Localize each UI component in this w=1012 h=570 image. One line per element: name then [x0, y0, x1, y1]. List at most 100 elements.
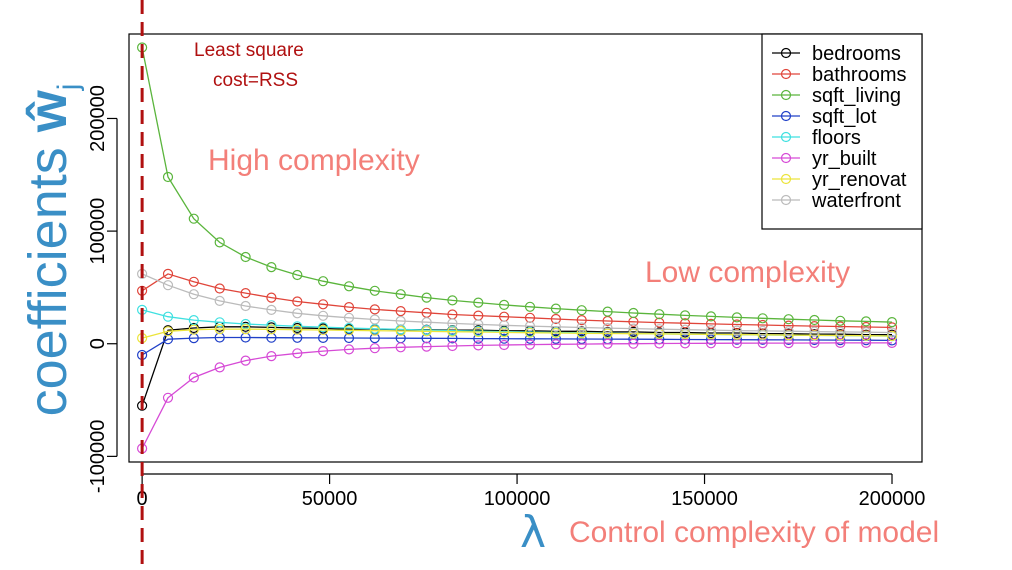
series-yr_built [137, 337, 898, 454]
data-point [292, 324, 303, 335]
data-point [447, 318, 458, 329]
data-point [860, 327, 872, 338]
data-point [499, 320, 510, 331]
data-point [292, 321, 303, 332]
data-point [628, 307, 639, 319]
data-point [602, 338, 613, 349]
data-point [214, 283, 225, 294]
data-point [214, 295, 225, 306]
data-point [447, 295, 458, 306]
data-point [886, 337, 898, 348]
data-point [447, 333, 458, 344]
data-point [421, 341, 432, 352]
data-point [318, 332, 329, 343]
data-point [705, 325, 717, 336]
data-point [524, 301, 536, 312]
data-point [421, 292, 432, 303]
legend-label: yr_built [812, 148, 877, 170]
data-point [679, 310, 691, 321]
data-point [809, 330, 820, 341]
data-point [654, 317, 665, 328]
data-point [576, 328, 587, 339]
annotation-high-complexity: High complexity [208, 144, 420, 177]
data-point [318, 324, 329, 336]
data-point [602, 306, 613, 317]
data-point [809, 314, 820, 326]
y-tick-label: 0 [87, 338, 109, 349]
legend-marker [780, 68, 792, 80]
data-point [240, 300, 251, 312]
data-point [576, 322, 587, 333]
x-axis-title: Control complexity of model [569, 516, 939, 549]
data-point [162, 268, 174, 279]
data-point [447, 326, 458, 337]
data-point [860, 330, 872, 341]
y-axis-w-hat: ŵ [18, 89, 78, 133]
data-point [783, 314, 794, 325]
legend-label: sqft_lot [812, 106, 877, 128]
data-point [395, 315, 406, 327]
x-tick-label: 100000 [484, 488, 551, 510]
data-point [731, 319, 743, 330]
data-point [679, 324, 691, 335]
data-point [188, 372, 199, 383]
series-waterfront [137, 268, 898, 338]
data-point [524, 321, 536, 332]
legend-label: waterfront [811, 190, 901, 212]
data-point [343, 325, 355, 336]
y-tick-label: 200000 [87, 85, 109, 152]
data-point [757, 313, 768, 324]
series-sqft_lot [137, 332, 898, 361]
data-point [292, 332, 303, 343]
data-point [550, 313, 562, 325]
data-point [292, 269, 303, 281]
data-point [188, 333, 199, 344]
data-point [318, 299, 329, 310]
y-axis-subscript: j [52, 84, 85, 92]
legend-marker [780, 173, 792, 185]
data-point [214, 237, 225, 248]
data-point [188, 324, 199, 335]
annotation-cost-rss: cost=RSS [213, 70, 298, 91]
x-axis-lambda: λ [520, 507, 546, 558]
data-point [318, 310, 329, 321]
legend-label: sqft_living [812, 85, 901, 107]
plot-frame [128, 33, 923, 463]
legend-label: yr_renovat [812, 169, 907, 191]
data-point [162, 326, 174, 337]
data-point [524, 339, 536, 350]
data-point [318, 322, 329, 333]
legend-marker [780, 152, 792, 164]
series-bathrooms [137, 268, 898, 333]
data-point [576, 305, 587, 316]
data-point [602, 323, 613, 334]
data-point [499, 299, 510, 310]
y-axis-label: coefficients [18, 132, 78, 416]
x-tick-label: 50000 [302, 488, 358, 510]
data-point [576, 315, 587, 326]
data-point [266, 324, 277, 335]
data-point [266, 262, 277, 273]
data-point [860, 316, 872, 327]
data-point [395, 289, 406, 300]
legend-marker [780, 89, 792, 101]
data-point [343, 344, 355, 355]
data-point [835, 315, 846, 326]
data-point [266, 292, 277, 303]
data-point [369, 343, 380, 354]
data-point [318, 346, 329, 357]
data-point [421, 317, 432, 328]
data-point [550, 339, 562, 350]
data-point [188, 289, 199, 300]
data-point [292, 296, 303, 307]
data-point [550, 321, 562, 332]
series-layer [137, 42, 898, 454]
data-point [188, 276, 199, 287]
data-point [214, 317, 225, 328]
y-tick-label: 100000 [87, 198, 109, 265]
data-point [757, 319, 768, 331]
legend-marker [780, 47, 792, 59]
data-point [162, 171, 174, 183]
data-point [395, 306, 406, 317]
